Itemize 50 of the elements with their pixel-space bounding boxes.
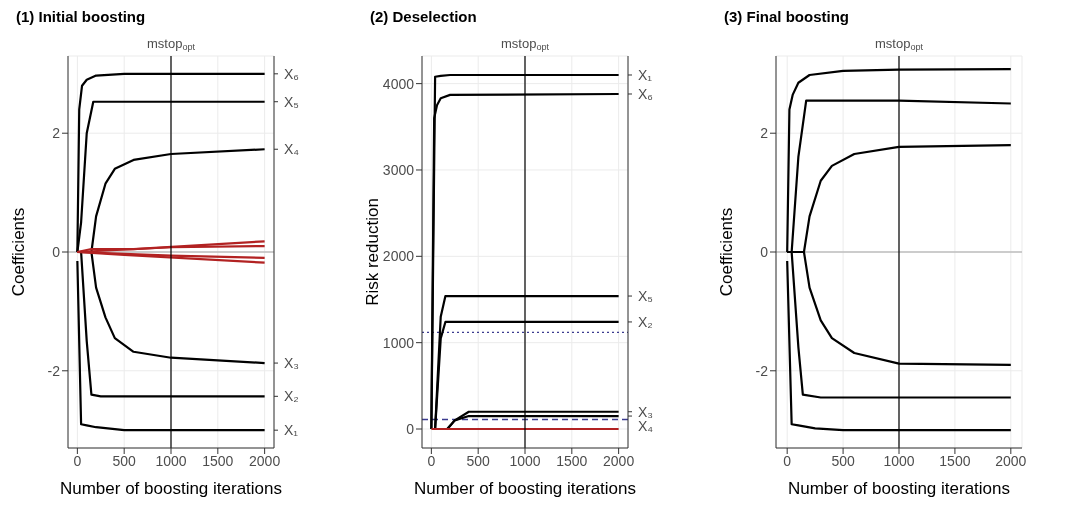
series-label: X₃ [638, 403, 654, 420]
x-tick-label: 0 [73, 452, 82, 469]
y-tick-label: 0 [52, 243, 61, 260]
x-tick-label: 2000 [249, 452, 281, 469]
series-label: X₃ [284, 355, 300, 372]
y-axis-title: Risk reduction [363, 198, 383, 306]
x-tick-label: 0 [427, 452, 436, 469]
y-tick-label: 0 [406, 420, 415, 437]
series-label: X₄ [638, 417, 654, 434]
chart-title: (2) Deselection [369, 8, 478, 27]
x-axis-title: Number of boosting iterations [59, 479, 283, 498]
x-tick-label: 1000 [883, 452, 915, 469]
y-tick-label: 0 [760, 243, 769, 260]
series-label: X₂ [638, 313, 653, 330]
y-tick-label: 2 [760, 125, 769, 142]
x-tick-label: 2000 [603, 452, 635, 469]
y-tick-label: 4000 [382, 75, 415, 92]
y-tick-label: 2 [52, 125, 61, 142]
x-tick-label: 1000 [509, 452, 541, 469]
series-label: X₄ [284, 141, 300, 158]
x-tick-label: 0 [783, 452, 792, 469]
x-tick-label: 500 [466, 452, 491, 469]
series-label: X₆ [284, 65, 299, 82]
x-tick-label: 2000 [995, 452, 1027, 469]
series-label: X₆ [638, 85, 653, 102]
x-axis-title: Number of boosting iterations [413, 479, 637, 498]
y-tick-label: 2000 [382, 248, 415, 265]
series-label: X₂ [284, 388, 299, 405]
y-axis-title: Coefficients [717, 207, 737, 297]
series-label: X₁ [638, 67, 653, 83]
y-tick-label: -2 [755, 362, 769, 379]
ref-line-label: mstop$_{opt}$ [146, 36, 196, 53]
x-axis-title: Number of boosting iterations [787, 479, 1011, 498]
series-label: X₅ [638, 288, 653, 305]
chart-title: (1) Initial boosting [15, 8, 147, 27]
y-tick-label: 1000 [382, 334, 415, 351]
series-label: X₁ [284, 422, 299, 439]
x-tick-label: 1500 [202, 452, 234, 469]
x-tick-label: 500 [831, 452, 855, 469]
ref-line-label: mstop$_{opt}$ [500, 36, 550, 53]
chart-title: (3) Final boosting [723, 8, 850, 27]
y-axis-title: Coefficients [9, 207, 29, 297]
ref-line-label: mstop$_{opt}$ [874, 36, 924, 53]
y-tick-label: -2 [47, 362, 61, 379]
series-label: X₅ [284, 93, 299, 110]
x-tick-label: 500 [112, 452, 137, 469]
x-tick-label: 1000 [155, 452, 187, 469]
x-tick-label: 1500 [556, 452, 588, 469]
x-tick-label: 1500 [939, 452, 971, 469]
y-tick-label: 3000 [382, 161, 415, 178]
